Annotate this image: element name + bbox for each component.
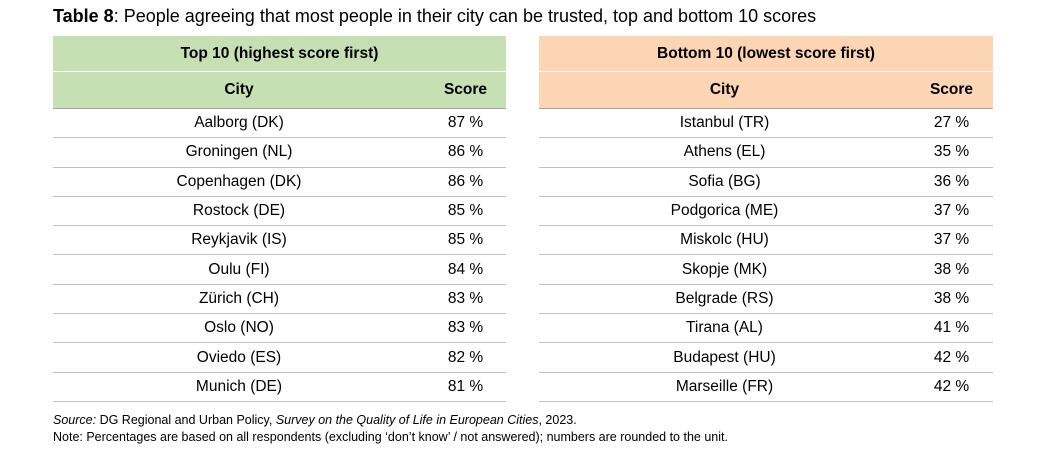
- table-title: Table 8: People agreeing that most peopl…: [53, 5, 816, 27]
- score-cell: 82 %: [425, 342, 506, 373]
- table-title-text: : People agreeing that most people in th…: [113, 6, 817, 26]
- table-title-label: Table 8: [53, 6, 114, 26]
- city-cell: Oslo (NO): [53, 313, 425, 344]
- score-cell: 85 %: [425, 225, 506, 256]
- score-cell: 86 %: [425, 167, 506, 197]
- city-cell: Munich (DE): [53, 372, 425, 402]
- bottom-table-heading: Bottom 10 (lowest score first): [539, 36, 993, 72]
- score-cell: 85 %: [425, 196, 506, 227]
- score-cell: 83 %: [425, 284, 506, 315]
- table-row: Munich (DE) 81 %: [53, 372, 506, 402]
- score-cell: 83 %: [425, 313, 506, 344]
- bottom-10-table: Bottom 10 (lowest score first) City Scor…: [539, 36, 993, 402]
- source-survey: Survey on the Quality of Life in Europea…: [275, 413, 539, 427]
- score-cell: 42 %: [910, 372, 993, 402]
- top-col-score-header: Score: [425, 71, 506, 109]
- table-row: Rostock (DE) 85 %: [53, 196, 506, 227]
- city-cell: Skopje (MK): [539, 254, 910, 285]
- table-row: Belgrade (RS) 38 %: [539, 284, 993, 315]
- city-cell: Podgorica (ME): [539, 196, 910, 227]
- table-row: Athens (EL) 35 %: [539, 137, 993, 168]
- source-label: Source:: [53, 413, 97, 427]
- top-10-table: Top 10 (highest score first) City Score …: [53, 36, 506, 402]
- score-cell: 42 %: [910, 342, 993, 373]
- table-row: Budapest (HU) 42 %: [539, 342, 993, 373]
- city-cell: Sofia (BG): [539, 167, 910, 197]
- city-cell: Tirana (AL): [539, 313, 910, 344]
- city-cell: Belgrade (RS): [539, 284, 910, 315]
- score-cell: 38 %: [910, 284, 993, 315]
- city-cell: Miskolc (HU): [539, 225, 910, 256]
- top-table-body: Aalborg (DK) 87 % Groningen (NL) 86 % Copenh…: [53, 108, 506, 402]
- bottom-table-body: Istanbul (TR) 27 % Athens (EL) 35 % Sofia (B…: [539, 108, 993, 402]
- table-row: Oulu (FI) 84 %: [53, 254, 506, 285]
- city-cell: Rostock (DE): [53, 196, 425, 227]
- table-row: Copenhagen (DK) 86 %: [53, 167, 506, 197]
- score-cell: 41 %: [910, 313, 993, 344]
- city-cell: Oulu (FI): [53, 254, 425, 285]
- table-row: Aalborg (DK) 87 %: [53, 108, 506, 139]
- bottom-col-city-header: City: [539, 71, 910, 109]
- city-cell: Groningen (NL): [53, 137, 425, 168]
- score-cell: 38 %: [910, 254, 993, 285]
- city-cell: Athens (EL): [539, 137, 910, 168]
- city-cell: Budapest (HU): [539, 342, 910, 373]
- city-cell: Marseille (FR): [539, 372, 910, 402]
- city-cell: Istanbul (TR): [539, 108, 910, 139]
- table-row: Reykjavik (IS) 85 %: [53, 225, 506, 256]
- table-row: Groningen (NL) 86 %: [53, 137, 506, 168]
- score-cell: 36 %: [910, 167, 993, 197]
- table-row: Marseille (FR) 42 %: [539, 372, 993, 402]
- table-row: Skopje (MK) 38 %: [539, 254, 993, 285]
- score-cell: 84 %: [425, 254, 506, 285]
- table-row: Sofia (BG) 36 %: [539, 167, 993, 197]
- score-cell: 37 %: [910, 225, 993, 256]
- score-cell: 27 %: [910, 108, 993, 139]
- source-year: , 2023.: [538, 413, 577, 427]
- source-org: DG Regional and Urban Policy,: [96, 413, 276, 427]
- table-row: Oviedo (ES) 82 %: [53, 342, 506, 373]
- top-table-heading: Top 10 (highest score first): [53, 36, 506, 72]
- source-line: Source: DG Regional and Urban Policy, Su…: [53, 412, 577, 428]
- city-cell: Zürich (CH): [53, 284, 425, 315]
- table-row: Istanbul (TR) 27 %: [539, 108, 993, 139]
- table-row: Zürich (CH) 83 %: [53, 284, 506, 315]
- score-cell: 81 %: [425, 372, 506, 402]
- bottom-col-score-header: Score: [910, 71, 993, 109]
- table-row: Miskolc (HU) 37 %: [539, 225, 993, 256]
- table-row: Oslo (NO) 83 %: [53, 313, 506, 344]
- city-cell: Aalborg (DK): [53, 108, 425, 139]
- score-cell: 86 %: [425, 137, 506, 168]
- score-cell: 37 %: [910, 196, 993, 227]
- score-cell: 87 %: [425, 108, 506, 139]
- table-row: Podgorica (ME) 37 %: [539, 196, 993, 227]
- note-line: Note: Percentages are based on all respo…: [53, 430, 728, 444]
- city-cell: Copenhagen (DK): [53, 167, 425, 197]
- city-cell: Oviedo (ES): [53, 342, 425, 373]
- table-row: Tirana (AL) 41 %: [539, 313, 993, 344]
- top-col-city-header: City: [53, 71, 425, 109]
- city-cell: Reykjavik (IS): [53, 225, 425, 256]
- score-cell: 35 %: [910, 137, 993, 168]
